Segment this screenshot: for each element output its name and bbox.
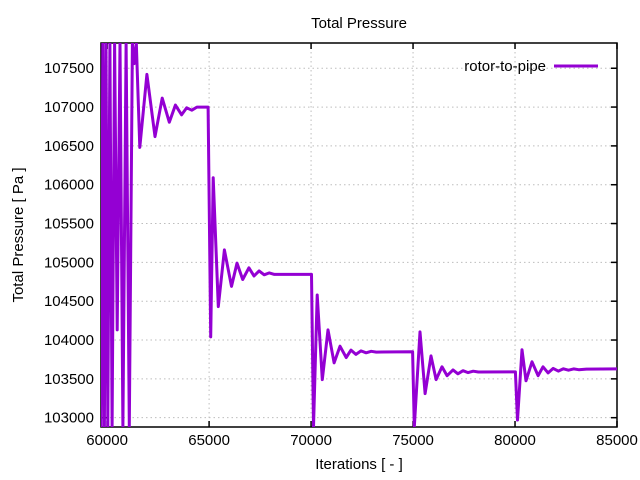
y-tick-label: 103000 xyxy=(44,410,94,427)
x-tick-label: 70000 xyxy=(290,432,332,449)
tick-labels: 60000 65000 70000 75000 80000 85000 103000 1035… xyxy=(44,60,638,449)
y-tick-label: 104000 xyxy=(44,332,94,349)
y-tick-label: 107000 xyxy=(44,99,94,116)
x-axis-label: Iterations [ - ] xyxy=(315,456,403,473)
data-series-rotor-to-pipe xyxy=(101,43,617,427)
grid-lines xyxy=(101,43,618,427)
axis-ticks xyxy=(101,43,618,427)
y-tick-label: 103500 xyxy=(44,371,94,388)
y-tick-label: 106500 xyxy=(44,138,94,155)
plot-border xyxy=(100,42,618,428)
y-tick-label: 107500 xyxy=(44,60,94,77)
legend: rotor-to-pipe xyxy=(464,58,598,75)
y-tick-label: 104500 xyxy=(44,293,94,310)
chart-title: Total Pressure xyxy=(311,15,407,32)
legend-series-label: rotor-to-pipe xyxy=(464,58,546,75)
y-tick-label: 105000 xyxy=(44,254,94,271)
x-tick-label: 65000 xyxy=(188,432,230,449)
x-tick-label: 80000 xyxy=(494,432,536,449)
y-axis-label: Total Pressure [ Pa ] xyxy=(10,167,27,302)
y-tick-label: 106000 xyxy=(44,177,94,194)
x-tick-label: 60000 xyxy=(86,432,128,449)
series-line-rotor-to-pipe xyxy=(101,43,617,427)
x-tick-label: 85000 xyxy=(596,432,638,449)
y-tick-label: 105500 xyxy=(44,216,94,233)
x-tick-label: 75000 xyxy=(392,432,434,449)
